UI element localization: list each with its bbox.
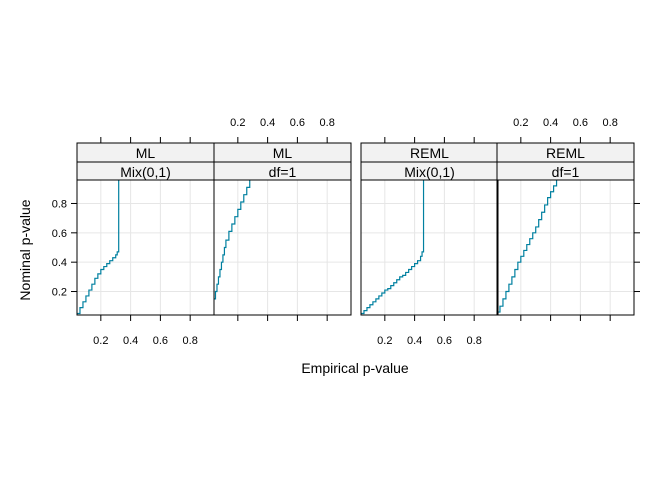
strip-label-top: ML xyxy=(273,145,293,161)
x-tick-label: 0.6 xyxy=(573,117,588,129)
y-tick-label: 0.2 xyxy=(52,287,67,299)
x-tick-label: 0.2 xyxy=(230,117,245,129)
x-tick-label: 0.4 xyxy=(543,117,558,129)
strip-label-top: REML xyxy=(410,145,449,161)
series-line-panel-1 xyxy=(77,180,120,315)
strip-layer: ML Mix(0,1) ML df=1 REML Mix(0,1) REML df=1 xyxy=(76,142,635,181)
panel-frame-1 xyxy=(76,179,215,316)
strip-bottom-2 xyxy=(213,161,352,181)
series-layer xyxy=(77,180,558,315)
strip-label-top: ML xyxy=(136,145,156,161)
strip-label-bottom: Mix(0,1) xyxy=(120,164,171,180)
x-tick-label: 0.8 xyxy=(467,335,482,347)
y-tick-label: 0.8 xyxy=(52,198,67,210)
x-tick-label: 0.4 xyxy=(260,117,275,129)
grid-layer xyxy=(77,180,634,315)
x-tick-label: 0.6 xyxy=(437,335,452,347)
panel-frame-4 xyxy=(496,179,635,316)
x-tick-label: 0.4 xyxy=(407,335,422,347)
x-tick-label: 0.6 xyxy=(290,117,305,129)
strip-label-bottom: df=1 xyxy=(552,164,580,180)
strip-label-top: REML xyxy=(546,145,585,161)
strip-label-bottom: df=1 xyxy=(269,164,297,180)
series-line-panel-3 xyxy=(361,180,425,315)
x-axis-label: Empirical p-value xyxy=(301,360,409,376)
panel-frame-2 xyxy=(213,179,352,316)
x-tick-label: 0.2 xyxy=(93,335,108,347)
series-line-panel-4 xyxy=(497,180,558,313)
series-line-panel-2 xyxy=(214,180,251,300)
tick-layer: 0.2 0.4 0.6 0.8 0.2 0.4 0.6 0.8 0.2 0.4 0.6 0.8 0.2 0… xyxy=(52,117,640,347)
x-tick-label: 0.2 xyxy=(377,335,392,347)
x-tick-label: 0.2 xyxy=(513,117,528,129)
x-tick-label: 0.6 xyxy=(153,335,168,347)
x-tick-label: 0.4 xyxy=(123,335,138,347)
y-tick-label: 0.4 xyxy=(52,257,67,269)
strip-label-bottom: Mix(0,1) xyxy=(404,164,455,180)
y-tick-label: 0.6 xyxy=(52,228,67,240)
x-tick-label: 0.8 xyxy=(320,117,335,129)
x-tick-label: 0.8 xyxy=(603,117,618,129)
x-tick-label: 0.8 xyxy=(183,335,198,347)
strip-bottom-4 xyxy=(496,161,635,181)
y-axis-label: Nominal p-value xyxy=(17,199,33,300)
